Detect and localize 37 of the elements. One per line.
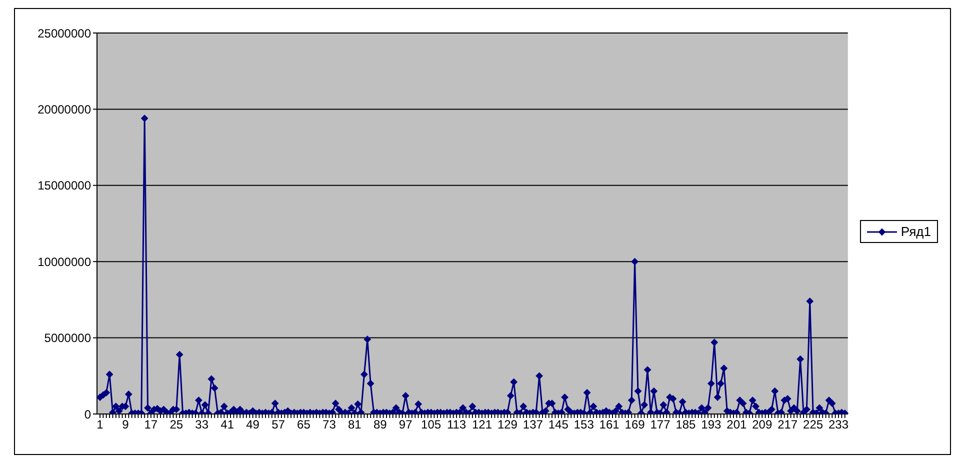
x-tick-label: 185: [676, 418, 696, 432]
x-tick-label: 193: [701, 418, 722, 432]
x-tick-label: 161: [599, 418, 620, 432]
x-tick-label: 209: [752, 418, 772, 432]
x-tick-label: 113: [446, 418, 466, 432]
x-tick-label: 233: [828, 418, 849, 432]
y-tick-label: 15000000: [38, 178, 92, 193]
x-tick-label: 33: [195, 418, 209, 432]
x-tick-label: 169: [624, 418, 646, 432]
x-tick-label: 41: [220, 418, 234, 432]
y-tick-label: 10000000: [38, 254, 92, 269]
x-tick-label: 153: [574, 418, 594, 432]
x-tick-label: 129: [497, 418, 518, 432]
x-tick-label: 17: [144, 418, 158, 432]
x-tick-label: 1: [96, 418, 104, 432]
x-tick-label: 225: [803, 418, 824, 432]
x-tick-label: 89: [373, 418, 388, 432]
y-tick-label: 25000000: [38, 26, 92, 40]
x-tick-label: 25: [170, 418, 184, 432]
x-tick-label: 105: [421, 418, 442, 432]
x-tick-label: 201: [726, 418, 747, 432]
x-tick-label: 73: [322, 418, 336, 432]
x-tick-label: 49: [246, 418, 260, 432]
y-tick-label: 0: [84, 407, 92, 422]
x-tick-label: 57: [272, 418, 286, 432]
x-tick-label: 97: [398, 418, 413, 432]
legend-label: Ряд1: [900, 224, 931, 239]
x-tick-label: 9: [122, 418, 130, 432]
x-tick-label: 145: [548, 418, 569, 432]
x-tick-label: 65: [297, 418, 311, 432]
x-tick-label: 121: [472, 418, 492, 432]
y-tick-label: 20000000: [38, 102, 92, 116]
x-tick-label: 217: [778, 418, 798, 432]
x-tick-label: 81: [348, 418, 362, 432]
x-tick-label: 177: [650, 418, 671, 432]
x-tick-label: 137: [522, 418, 544, 432]
y-tick-label: 5000000: [44, 331, 92, 346]
